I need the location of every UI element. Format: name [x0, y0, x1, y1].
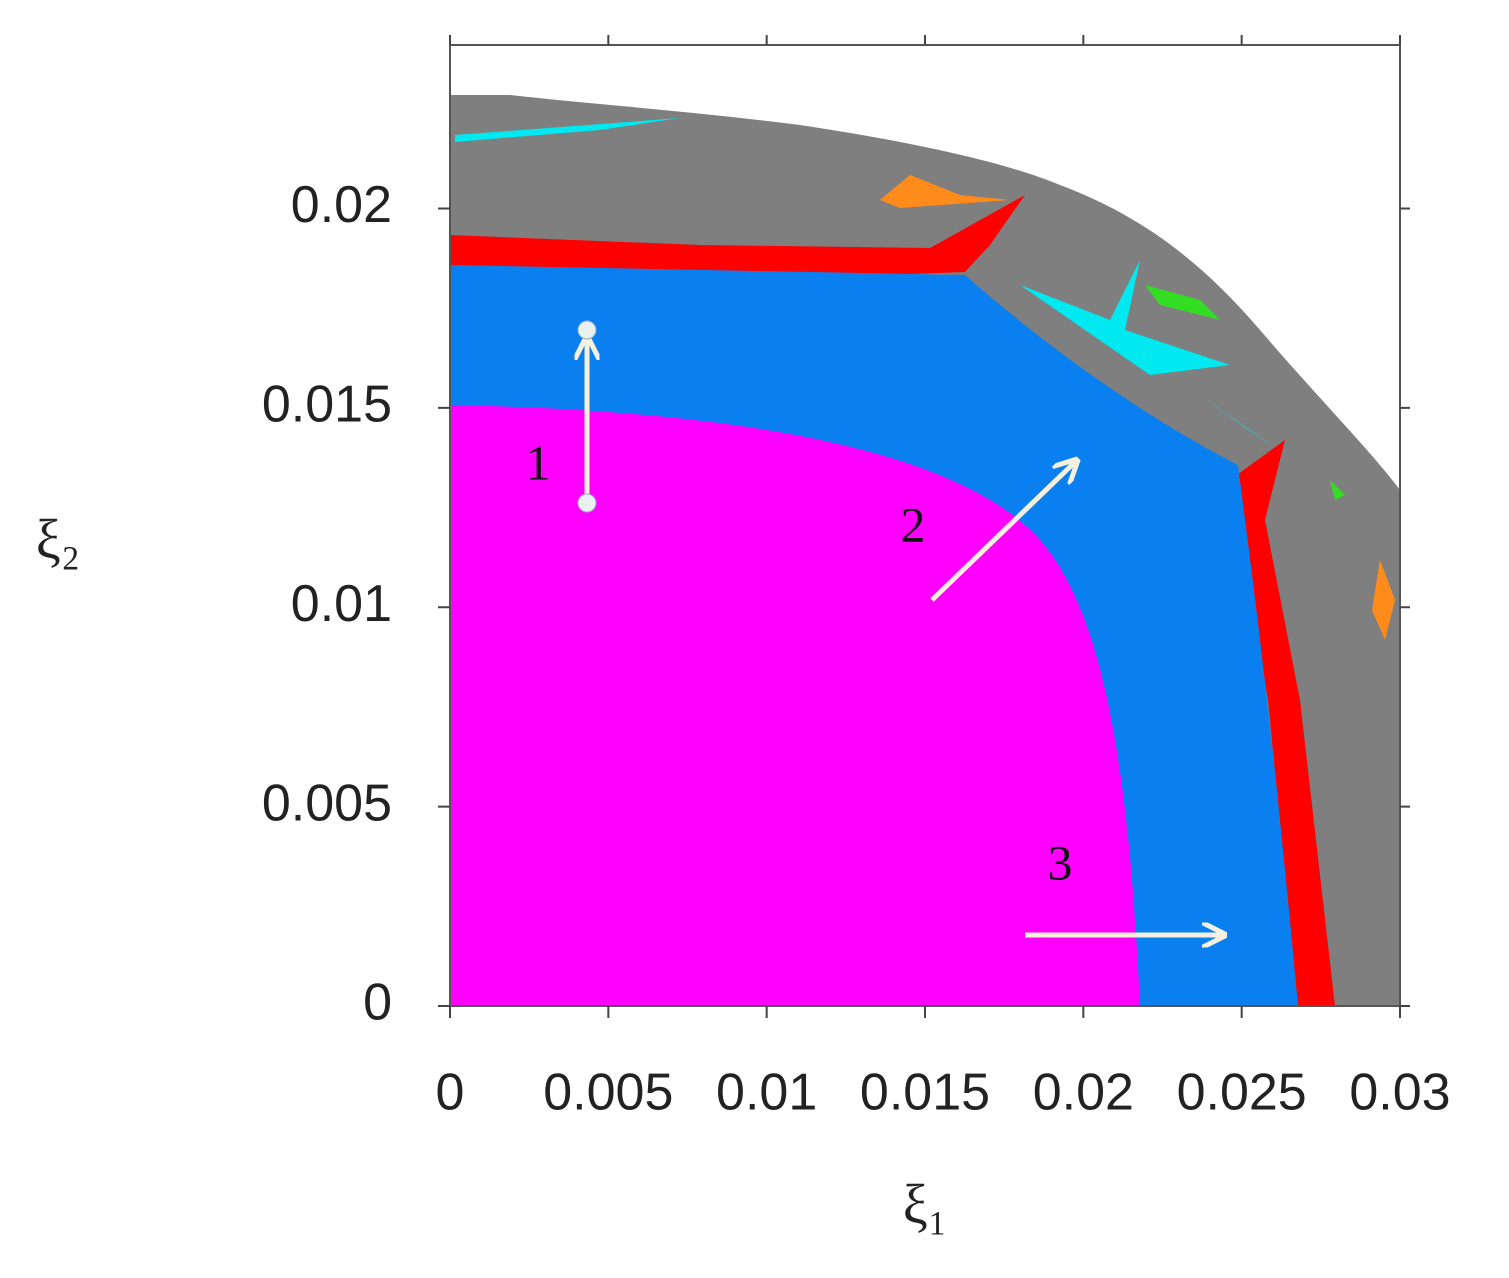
red-band-right	[1230, 440, 1335, 1006]
x-axis-label: ξ₁	[903, 1174, 948, 1236]
x-tick-label: 0.03	[1349, 1064, 1450, 1122]
x-tick-label: 0.015	[860, 1064, 990, 1122]
annotation: 3	[1048, 834, 1073, 890]
x-tick-label: 0.025	[1177, 1064, 1307, 1122]
arrows	[577, 320, 1222, 935]
y-tick-label: 0.015	[262, 376, 392, 434]
x-tick-label: 0	[436, 1064, 465, 1122]
red-band-top	[450, 195, 1025, 282]
annotation: 1	[526, 434, 551, 490]
y-axis-label: ξ₂	[36, 509, 81, 571]
x-tick-label: 0.005	[543, 1064, 673, 1122]
y-tick-label: 0	[363, 974, 392, 1032]
cyan-region	[1020, 260, 1230, 375]
y-tick-label: 0.005	[262, 774, 392, 832]
basin-regions	[450, 95, 1400, 1006]
magenta-region	[450, 405, 1140, 1006]
x-tick-label: 0.01	[716, 1064, 817, 1122]
arrow	[930, 462, 1075, 602]
arrow-end	[577, 320, 597, 340]
y-tick-label: 0.01	[291, 575, 392, 633]
y-tick-label: 0.02	[291, 176, 392, 234]
x-tick-label: 0.02	[1033, 1064, 1134, 1122]
annotation: 2	[901, 496, 926, 552]
arrow-end	[577, 493, 597, 513]
